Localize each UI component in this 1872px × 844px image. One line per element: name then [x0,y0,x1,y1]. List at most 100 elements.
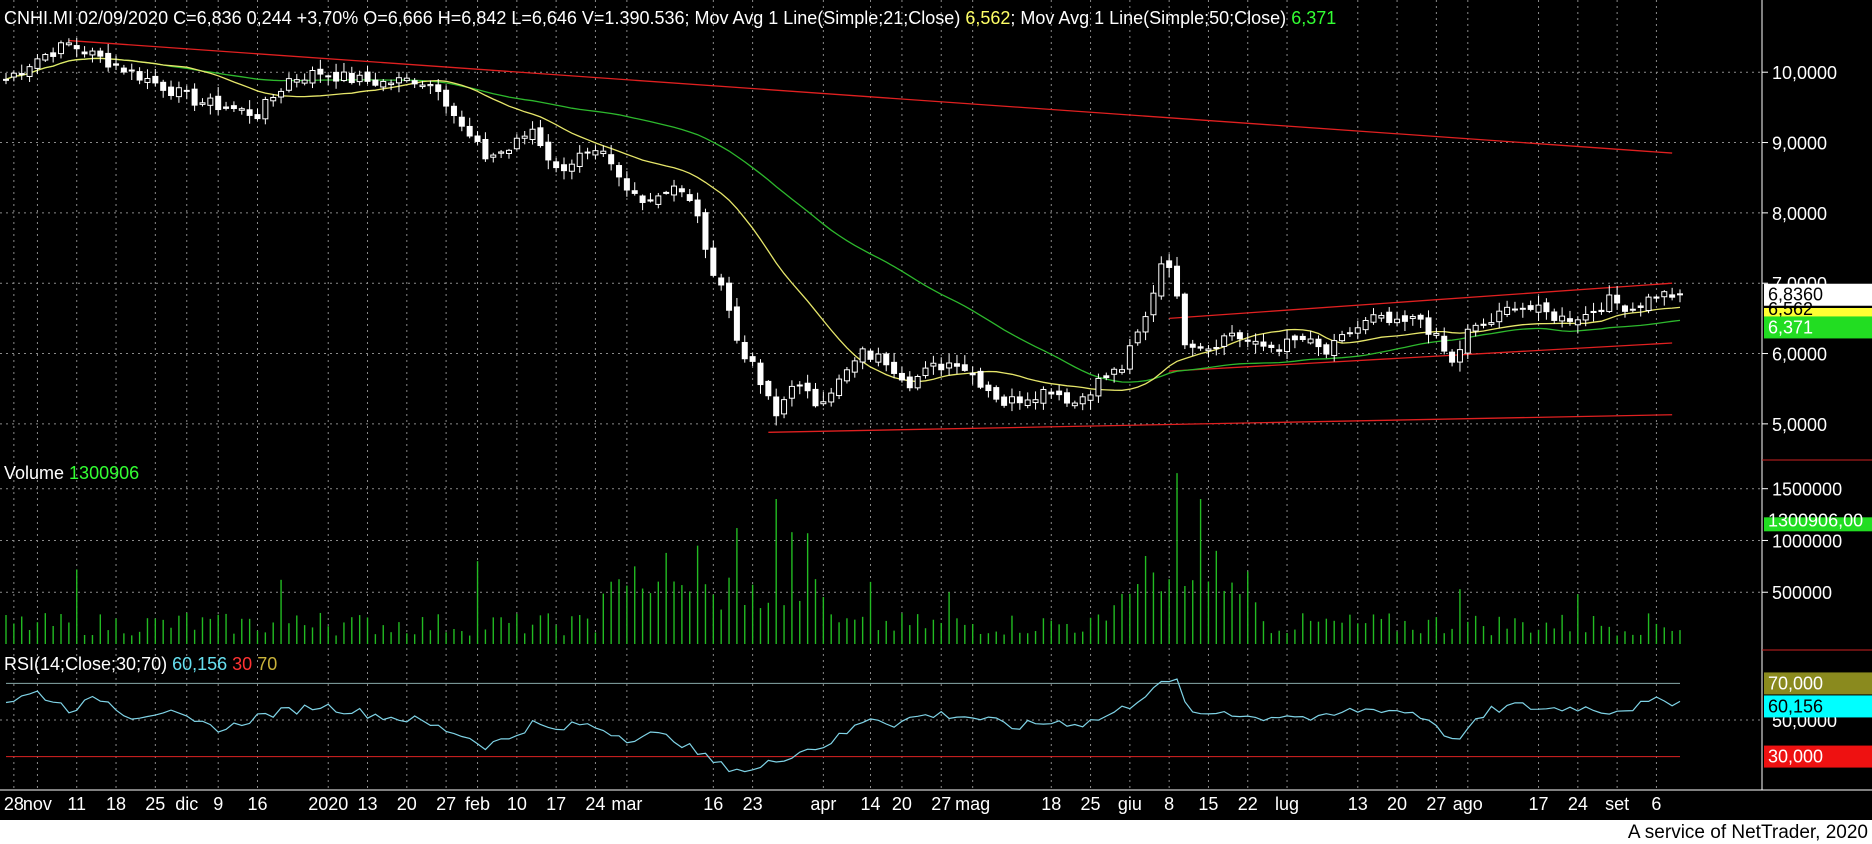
candle-body-67 [529,128,536,141]
rsi-low-value: 30 [232,654,252,674]
footer-credit: A service of NetTrader, 2020 [1627,822,1868,843]
candle-body-6 [50,52,57,57]
candle-body-45 [356,74,363,83]
candle-body-10 [81,51,88,55]
candle-body-167 [1315,338,1322,348]
price-tick-label-5: 5,0000 [1772,415,1827,435]
candle-body-46 [364,71,371,82]
candle-body-63 [498,151,505,154]
rsi-layer [5,678,1681,773]
rsi-last-text: 60,156 [1768,696,1823,716]
candle-body-25 [199,102,206,105]
candle-body-158 [1244,339,1251,342]
trendline-3 [1169,342,1673,372]
x-tick-label-4: 25 [145,794,165,814]
candle-body-98 [773,396,780,417]
candle-body-61 [482,138,489,160]
x-tick-label-28: 15 [1198,794,1218,814]
candle-body-121 [953,363,960,367]
candle-body-152 [1197,346,1204,349]
candle-body-49 [388,82,395,86]
trendline-1 [768,414,1673,433]
candle-body-126 [993,387,1000,400]
x-tick-label-30: lug [1275,794,1299,814]
candle-body-168 [1323,344,1330,355]
volume-last-text: 1300906,00 [1768,510,1863,530]
candle-body-164 [1291,335,1298,341]
candle-body-189 [1488,322,1495,325]
candle-body-114 [898,372,905,381]
candle-body-208 [1637,305,1644,308]
candle-body-48 [380,80,387,88]
candle-body-51 [403,77,410,82]
header-part-1: ; Mov Avg 1 Line(Simple;21;Close) [685,8,966,28]
candle-body-32 [254,114,261,120]
candle-body-146 [1150,292,1157,316]
candle-body-7 [58,42,65,55]
trendlines-layer [68,39,1673,433]
candle-body-54 [427,84,434,87]
price-tick-label-0: 10,0000 [1772,63,1837,83]
candle-body-165 [1299,335,1306,340]
x-tick-label-18: 23 [743,794,763,814]
x-tick-label-11: 27 [436,794,456,814]
candle-body-81 [639,195,646,203]
candle-body-41 [325,75,332,78]
candle-body-43 [340,71,347,82]
candle-body-120 [946,362,953,369]
candle-body-99 [781,399,788,415]
candle-body-66 [521,135,528,139]
candle-body-154 [1213,347,1220,350]
candle-body-186 [1464,328,1471,354]
candle-body-55 [435,84,442,92]
candle-body-39 [309,70,316,84]
candle-body-132 [1040,388,1047,404]
candle-body-38 [301,79,308,84]
x-tick-label-15: 24 [585,794,605,814]
candle-body-42 [333,71,340,82]
candle-body-3 [26,66,33,77]
candle-body-27 [215,95,222,111]
candle-body-134 [1056,390,1063,396]
header-part-0: CNHI.MI 02/09/2020 C=6,836 0,244 +3,70% … [4,8,685,28]
candle-body-53 [419,84,426,88]
candle-body-196 [1543,302,1550,313]
candle-body-129 [1016,396,1023,404]
candle-body-200 [1574,319,1581,326]
candle-body-92 [726,282,733,311]
candle-body-192 [1511,308,1518,311]
candle-body-93 [733,306,740,341]
x-tick-label-3: 18 [106,794,126,814]
rsi-low-box [1764,745,1872,768]
candle-body-125 [985,384,992,392]
price-tick-label-2: 8,0000 [1772,204,1827,224]
candle-body-141 [1111,368,1118,375]
x-tick-label-19: apr [810,794,836,814]
rsi-line [5,678,1681,773]
candle-body-59 [466,125,473,137]
x-tick-label-8: 2020 [308,794,348,814]
candle-body-82 [647,199,654,202]
candle-body-210 [1653,296,1660,299]
header-part-4: 6,371 [1291,8,1336,28]
candle-body-33 [262,98,269,120]
trendline-2 [1169,282,1673,320]
x-tick-label-26: giu [1118,794,1142,814]
candle-body-76 [600,150,607,155]
header-part-3: ; Mov Avg 1 Line(Simple;50;Close) [1010,8,1291,28]
candle-body-171 [1346,332,1353,335]
candle-body-57 [450,105,457,117]
candle-body-163 [1284,338,1291,353]
candle-body-137 [1079,396,1086,405]
header-part-2: 6,562 [965,8,1010,28]
volume-last-box [1764,517,1872,532]
candle-body-161 [1268,344,1275,348]
candle-body-44 [348,72,355,84]
candle-body-30 [238,108,245,111]
candle-body-193 [1519,307,1526,310]
x-tick-label-20: 14 [860,794,880,814]
candle-body-201 [1582,313,1589,321]
candle-body-211 [1661,291,1668,298]
candle-body-47 [372,79,379,86]
